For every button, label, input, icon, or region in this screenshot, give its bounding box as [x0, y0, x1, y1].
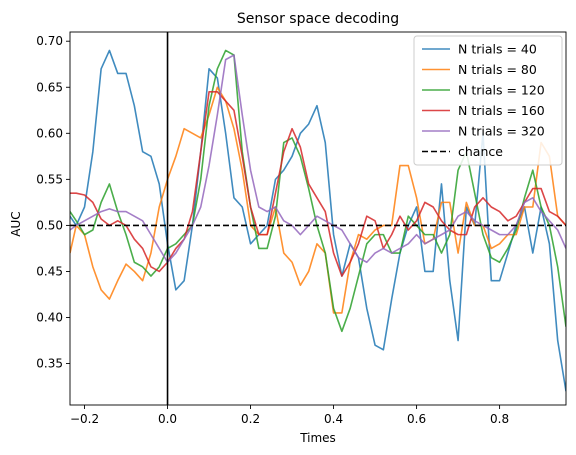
- x-tick-label: 0.6: [407, 412, 426, 426]
- legend-label: N trials = 40: [458, 42, 537, 57]
- axes: −0.2 0.0 0.2 0.4 0.6 0.8 0.35 0.40 0.45 0.50 0.55 0…: [36, 31, 567, 426]
- y-axis-label: AUC: [9, 211, 23, 236]
- x-tick-label: 0.8: [490, 412, 509, 426]
- legend-label: N trials = 120: [458, 83, 545, 98]
- x-axis-label: Times: [299, 431, 336, 445]
- y-tick-label: 0.40: [36, 311, 63, 325]
- legend-box: [413, 35, 563, 166]
- legend-label: N trials = 80: [458, 62, 537, 77]
- y-tick-label: 0.65: [36, 80, 63, 94]
- legend: N trials = 40 N trials = 80 N trials = 120…: [413, 35, 563, 166]
- data-lines: [70, 32, 566, 405]
- y-tick-label: 0.60: [36, 126, 63, 140]
- chart-title: Sensor space decoding: [237, 11, 399, 27]
- x-tick-label: −0.2: [70, 412, 99, 426]
- legend-label: N trials = 320: [458, 124, 545, 139]
- axes-frame: [69, 31, 567, 406]
- series-line-5: [70, 54, 566, 264]
- x-tick-label: 0.2: [241, 412, 260, 426]
- y-tick-label: 0.35: [36, 357, 63, 371]
- x-tick-label: 0.0: [158, 412, 177, 426]
- y-tick-label: 0.45: [36, 264, 63, 278]
- legend-label: N trials = 160: [458, 103, 545, 118]
- y-tick-label: 0.55: [36, 172, 63, 186]
- y-tick-label: 0.50: [36, 218, 63, 232]
- series-line-4: [70, 91, 566, 277]
- legend-label: chance: [458, 144, 503, 159]
- y-tick-label: 0.70: [36, 34, 63, 48]
- x-tick-label: 0.4: [324, 412, 343, 426]
- plot-area: [70, 32, 566, 405]
